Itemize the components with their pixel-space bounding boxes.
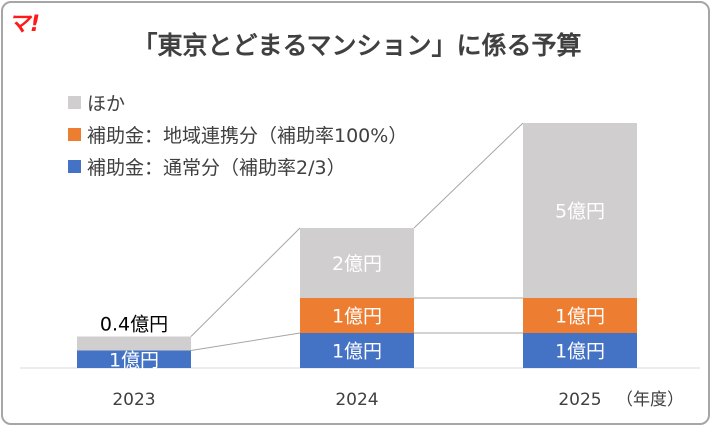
legend-swatch (68, 95, 81, 109)
legend-item: 補助金：地域連携分（補助率100%） (68, 118, 407, 150)
legend-item: ほか (68, 86, 407, 118)
legend-item: 補助金：通常分（補助率2/3） (68, 150, 407, 182)
chart-title: 「東京とどまるマンション」に係る予算 (132, 31, 582, 60)
series-line (190, 332, 301, 351)
legend-swatch (68, 159, 81, 173)
x-unit-label: （年度） (616, 390, 684, 410)
data-label: 2億円 (332, 253, 382, 275)
bar-segment (77, 350, 191, 368)
legend: ほか補助金：地域連携分（補助率100%） 補助金：通常分（補助率2/3） (68, 86, 407, 182)
bar-segment (300, 298, 414, 333)
data-label: 1億円 (332, 341, 382, 363)
legend-label: 補助金：通常分（補助率2/3） (87, 156, 346, 179)
legend-swatch (68, 127, 81, 141)
legend-label: 補助金：地域連携分（補助率100%） (87, 124, 408, 147)
series-line (190, 227, 301, 337)
logo: マ! (8, 12, 41, 37)
legend-label: ほか (87, 92, 126, 115)
x-tick-label: 2025 (558, 390, 601, 410)
data-label: 1億円 (109, 349, 159, 371)
bar-segment (77, 336, 191, 351)
x-tick-label: 2023 (112, 390, 155, 410)
bar-segment (300, 333, 414, 368)
data-label: 1億円 (555, 341, 605, 363)
data-label: 5億円 (555, 201, 605, 223)
bar-segment (300, 228, 414, 298)
bar-segment (523, 333, 637, 368)
bar-segment (523, 123, 637, 298)
data-label: 0.4億円 (100, 314, 168, 336)
series-line (413, 122, 524, 229)
data-label: 1億円 (332, 306, 382, 328)
bar-segment (523, 298, 637, 333)
x-tick-label: 2024 (335, 390, 378, 410)
data-label: 1億円 (555, 306, 605, 328)
